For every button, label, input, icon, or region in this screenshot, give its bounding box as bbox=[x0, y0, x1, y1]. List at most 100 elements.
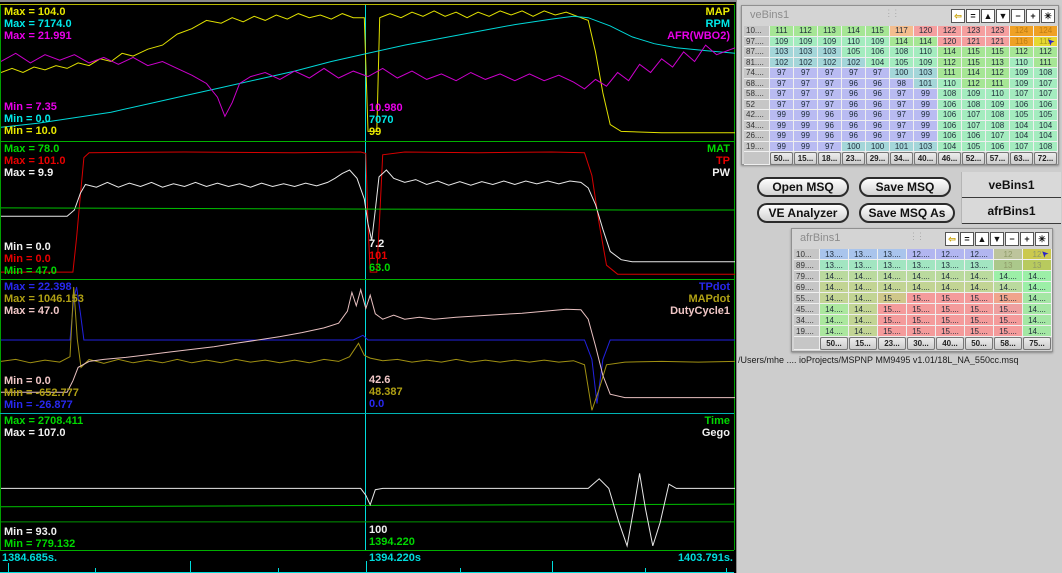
vebins-cell[interactable]: 108 bbox=[986, 121, 1010, 132]
vebins-cell[interactable]: 110 bbox=[986, 89, 1010, 100]
afrbins-down-arrow-icon[interactable]: ▼ bbox=[990, 232, 1004, 246]
afrbins-cell[interactable]: 15.... bbox=[907, 293, 936, 304]
vebins-cell[interactable]: 99 bbox=[914, 110, 938, 121]
afrbins-cell[interactable]: 15.... bbox=[936, 315, 965, 326]
afrbins-cell[interactable]: 12.... bbox=[965, 249, 994, 260]
afrbins-burst-icon[interactable]: ✳ bbox=[1035, 232, 1049, 246]
vebins-cell[interactable]: 97 bbox=[794, 89, 818, 100]
vebins-cell[interactable]: 110 bbox=[842, 37, 866, 48]
afrbins-cell[interactable]: 15.... bbox=[994, 315, 1023, 326]
afrbins-cell[interactable]: 14.... bbox=[849, 293, 878, 304]
afrbins-cell[interactable]: 13 bbox=[994, 260, 1023, 271]
vebins-cell[interactable]: 96 bbox=[818, 121, 842, 132]
vebins-cell[interactable]: 112 bbox=[938, 58, 962, 69]
afrbins-cell[interactable]: 14.... bbox=[907, 282, 936, 293]
afrbins-cell[interactable]: 15.... bbox=[994, 304, 1023, 315]
afrbins-cell[interactable]: 12➤ bbox=[1023, 249, 1052, 260]
afrbins-cell[interactable]: 14.... bbox=[1023, 271, 1052, 282]
vebins-cell[interactable]: 109 bbox=[794, 37, 818, 48]
vebins-cell[interactable]: 114 bbox=[890, 37, 914, 48]
vebins-cell[interactable]: 106 bbox=[962, 131, 986, 142]
vebins-down-arrow-icon[interactable]: ▼ bbox=[996, 9, 1010, 23]
vebins-cell[interactable]: 97 bbox=[818, 79, 842, 90]
afrbins-titlebar[interactable]: afrBins1 ⋮⋮ ⇦=▲▼−+✳ bbox=[792, 229, 1052, 249]
vebins-cell[interactable]: 120 bbox=[914, 26, 938, 37]
vebins-cell[interactable]: 113 bbox=[986, 58, 1010, 69]
tab-afrbins1[interactable]: afrBins1 bbox=[962, 198, 1061, 224]
afrbins-col-header-button[interactable]: 40... bbox=[936, 337, 964, 350]
afrbins-cell[interactable]: 15.... bbox=[878, 315, 907, 326]
afrbins-cell[interactable]: 13.... bbox=[849, 249, 878, 260]
vebins-cell[interactable]: 111 bbox=[770, 26, 794, 37]
vebins-cell[interactable]: 99 bbox=[794, 131, 818, 142]
vebins-cell[interactable]: 108 bbox=[1034, 68, 1058, 79]
vebins-cell[interactable]: 106 bbox=[986, 142, 1010, 153]
vebins-cell[interactable]: 117 bbox=[890, 26, 914, 37]
afrbins-cell[interactable]: 15.... bbox=[907, 326, 936, 337]
vebins-cell[interactable]: 114 bbox=[914, 37, 938, 48]
vebins-cell[interactable]: 111 bbox=[1034, 58, 1058, 69]
vebins-cell[interactable]: 109 bbox=[986, 100, 1010, 111]
afrbins-cell[interactable]: 13.... bbox=[820, 260, 849, 271]
vebins-cell[interactable]: 111 bbox=[986, 79, 1010, 90]
vebins-cell[interactable]: 96 bbox=[842, 110, 866, 121]
afrbins-cell[interactable]: 15.... bbox=[994, 326, 1023, 337]
vebins-cell[interactable]: 97 bbox=[818, 100, 842, 111]
vebins-col-header-button[interactable]: 72... bbox=[1034, 152, 1057, 165]
vebins-cell[interactable]: 108 bbox=[938, 89, 962, 100]
afrbins-cell[interactable]: 13.... bbox=[936, 260, 965, 271]
vebins-cell[interactable]: 109 bbox=[1010, 79, 1034, 90]
vebins-cell[interactable]: 106 bbox=[938, 110, 962, 121]
vebins-cell[interactable]: 106 bbox=[938, 100, 962, 111]
vebins-minus-icon[interactable]: − bbox=[1011, 9, 1025, 23]
drag-handle-icon[interactable]: ⋮⋮ bbox=[884, 8, 898, 19]
vebins-cell[interactable]: 96 bbox=[866, 100, 890, 111]
vebins-cell[interactable]: 102 bbox=[794, 58, 818, 69]
vebins-cell[interactable]: 96 bbox=[866, 110, 890, 121]
vebins-cell[interactable]: 97 bbox=[818, 68, 842, 79]
afrbins-cell[interactable]: 13.... bbox=[849, 260, 878, 271]
vebins-cell[interactable]: 102 bbox=[770, 58, 794, 69]
vebins-cell[interactable]: 97 bbox=[890, 100, 914, 111]
vebins-col-header-button[interactable]: 34... bbox=[890, 152, 913, 165]
vebins-cell[interactable]: 99 bbox=[914, 100, 938, 111]
vebins-cell[interactable]: 103 bbox=[914, 142, 938, 153]
vebins-cell[interactable]: 97 bbox=[770, 89, 794, 100]
afrbins-cell[interactable]: 14.... bbox=[849, 304, 878, 315]
vebins-col-header-button[interactable]: 40... bbox=[914, 152, 937, 165]
vebins-cell[interactable]: 106 bbox=[866, 47, 890, 58]
vebins-cell[interactable]: 99 bbox=[794, 121, 818, 132]
afrbins-cell[interactable]: 14.... bbox=[1023, 304, 1052, 315]
afrbins-cell[interactable]: 15.... bbox=[965, 293, 994, 304]
vebins-cell[interactable]: 104 bbox=[938, 142, 962, 153]
vebins-cell[interactable]: 96 bbox=[842, 131, 866, 142]
vebins-cell[interactable]: 120 bbox=[938, 37, 962, 48]
afrbins-minus-icon[interactable]: − bbox=[1005, 232, 1019, 246]
afrbins-col-header-button[interactable]: 50... bbox=[965, 337, 993, 350]
vebins-cell[interactable]: 96 bbox=[842, 121, 866, 132]
afrbins-cell[interactable]: 15.... bbox=[878, 304, 907, 315]
vebins-cell[interactable]: 100 bbox=[866, 142, 890, 153]
graph-panel-4[interactable] bbox=[1, 413, 735, 550]
vebins-cell[interactable]: 114 bbox=[962, 68, 986, 79]
afrbins-cell[interactable]: 15.... bbox=[878, 326, 907, 337]
afrbins-cell[interactable]: 14.... bbox=[849, 271, 878, 282]
afrbins-cell[interactable]: 14.... bbox=[849, 282, 878, 293]
vebins-cell[interactable]: 103 bbox=[794, 47, 818, 58]
vebins-cell[interactable]: 113 bbox=[818, 26, 842, 37]
vebins-cell[interactable]: 99 bbox=[914, 89, 938, 100]
vebins-cell[interactable]: 104 bbox=[1034, 131, 1058, 142]
graph-panel-3[interactable] bbox=[1, 279, 735, 413]
vebins-equals-icon[interactable]: = bbox=[966, 9, 980, 23]
vebins-cell[interactable]: 112 bbox=[962, 79, 986, 90]
afrbins-col-header-button[interactable]: 15... bbox=[849, 337, 877, 350]
drag-handle-icon[interactable]: ⋮⋮ bbox=[909, 231, 923, 242]
vebins-cell[interactable]: 105 bbox=[1010, 110, 1034, 121]
vebins-cell[interactable]: 99 bbox=[770, 142, 794, 153]
vebins-cell[interactable]: 97 bbox=[890, 89, 914, 100]
vebins-cell[interactable]: 97 bbox=[794, 100, 818, 111]
vebins-cell[interactable]: 97 bbox=[890, 110, 914, 121]
vebins-cell[interactable]: 107 bbox=[1010, 142, 1034, 153]
vebins-col-header-button[interactable]: 46... bbox=[938, 152, 961, 165]
afrbins-cell[interactable]: 14.... bbox=[994, 282, 1023, 293]
